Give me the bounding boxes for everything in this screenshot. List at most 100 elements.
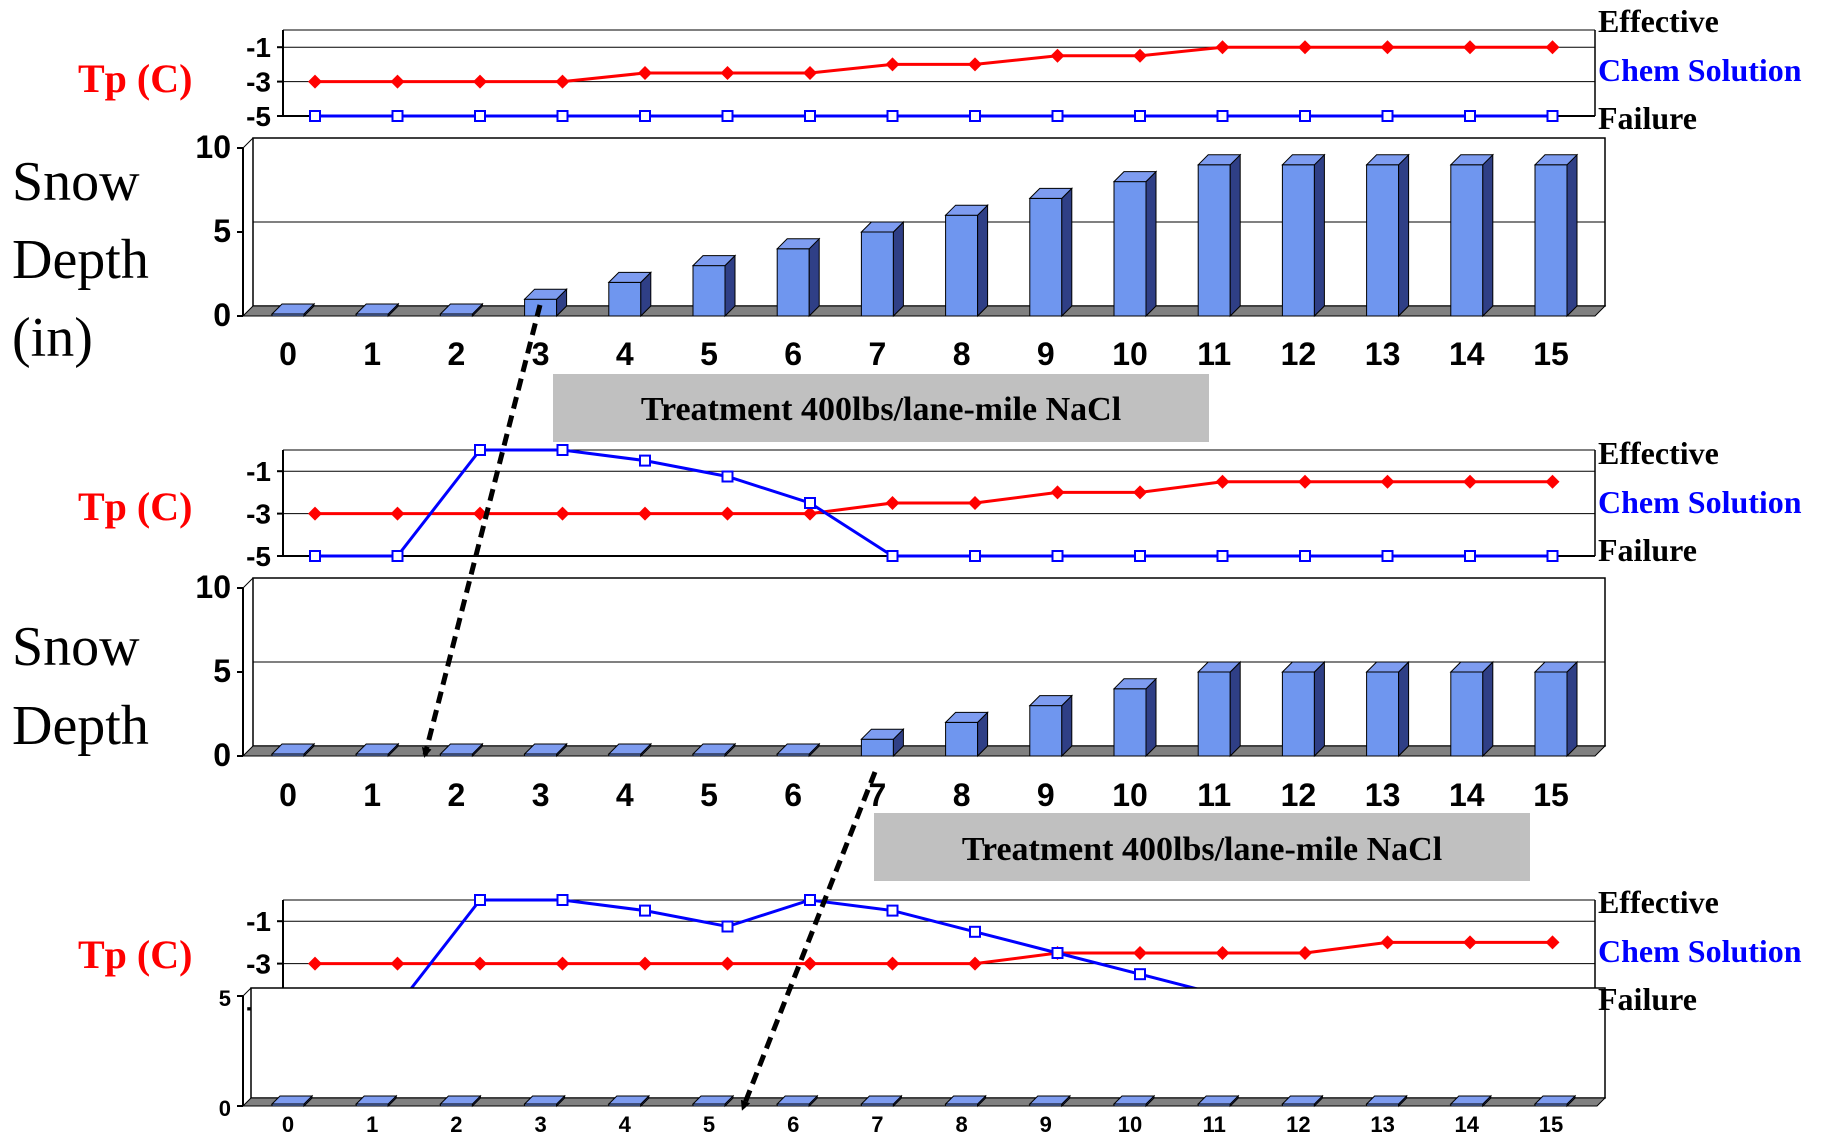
bar bbox=[1366, 671, 1400, 757]
temperature-point bbox=[1463, 935, 1477, 950]
temperature-point bbox=[803, 66, 817, 80]
bar-top bbox=[1112, 171, 1158, 183]
chem-solution-point bbox=[1546, 110, 1559, 122]
x-tick-label: 13 bbox=[1365, 777, 1401, 813]
bar bbox=[945, 721, 979, 757]
bar-top bbox=[1365, 154, 1410, 166]
bar bbox=[1366, 164, 1400, 317]
x-tick-label: 6 bbox=[787, 1112, 799, 1136]
x-tick-label: 8 bbox=[953, 336, 971, 372]
bar-side bbox=[1566, 660, 1578, 758]
delay-arrow-1 bbox=[421, 304, 543, 758]
y-tick-label: -3 bbox=[246, 67, 271, 98]
chem-solution-point bbox=[886, 550, 899, 562]
y-tick-label: 5 bbox=[219, 986, 231, 1011]
y-tick-label: 5 bbox=[213, 213, 231, 249]
y-tick-label: -5 bbox=[246, 541, 271, 572]
x-tick-label: 9 bbox=[1040, 1112, 1052, 1136]
tp-label-3: Tp (C) bbox=[78, 932, 192, 977]
bar-side bbox=[1145, 170, 1157, 318]
chem-solution-point bbox=[639, 110, 651, 122]
bar-top bbox=[607, 1095, 651, 1105]
bar bbox=[1281, 671, 1315, 757]
x-tick-label: 4 bbox=[616, 336, 634, 372]
temperature-point bbox=[885, 496, 900, 510]
bar-top bbox=[1533, 661, 1579, 673]
y-tick-label: 5 bbox=[213, 653, 231, 689]
x-tick-label: 3 bbox=[534, 1112, 546, 1136]
x-tick-label: 10 bbox=[1112, 777, 1148, 813]
chem-solution-point bbox=[1464, 550, 1476, 562]
chem-solution-point bbox=[804, 110, 816, 122]
bar-side bbox=[1482, 660, 1494, 758]
chem-solution-point bbox=[721, 110, 734, 122]
bar bbox=[1450, 671, 1484, 757]
tp-label-2: Tp (C) bbox=[78, 484, 192, 529]
chem-solution-point bbox=[1216, 110, 1229, 122]
bar-top bbox=[860, 728, 905, 740]
temperature-point bbox=[1215, 946, 1230, 960]
chem-solution-point bbox=[969, 925, 981, 938]
x-tick-label: 12 bbox=[1286, 1112, 1310, 1136]
temperature-point bbox=[1298, 474, 1312, 489]
bar-top bbox=[944, 204, 989, 216]
x-tick-label: 7 bbox=[871, 1112, 883, 1136]
bar-top bbox=[439, 1095, 482, 1105]
temperature-point bbox=[1133, 48, 1147, 63]
temperature-point bbox=[720, 956, 735, 971]
chem-solution-point bbox=[1051, 110, 1064, 122]
bar-side bbox=[808, 237, 820, 318]
x-tick-label: 2 bbox=[448, 777, 466, 813]
bar bbox=[608, 281, 642, 317]
side-label-depth-1: Depth bbox=[12, 229, 149, 291]
x-tick-label: 14 bbox=[1449, 336, 1485, 372]
bar-top bbox=[860, 1095, 903, 1105]
x-tick-label: 0 bbox=[279, 777, 297, 813]
bar-top bbox=[439, 303, 484, 315]
temperature-point bbox=[308, 74, 322, 89]
bar-top bbox=[1533, 1095, 1577, 1105]
chem-solution-point bbox=[804, 497, 816, 509]
bar-side bbox=[892, 220, 904, 318]
bar-side bbox=[1482, 153, 1494, 318]
x-tick-label: 15 bbox=[1539, 1112, 1563, 1136]
chem-solution-point bbox=[1381, 110, 1394, 122]
temperature-point bbox=[1298, 40, 1312, 55]
bar bbox=[692, 265, 726, 317]
bar-side bbox=[1566, 153, 1578, 318]
legend-effective-2: Effective bbox=[1598, 435, 1719, 471]
bar-top bbox=[1533, 154, 1579, 166]
temperature-point bbox=[473, 74, 487, 89]
treatment-label-2: Treatment 400lbs/lane-mile NaCl bbox=[962, 831, 1442, 868]
temperature-point bbox=[968, 496, 982, 510]
chem-solution-point bbox=[1051, 947, 1064, 959]
x-tick-label: 5 bbox=[700, 336, 718, 372]
temperature-point bbox=[638, 956, 652, 971]
x-tick-label: 4 bbox=[619, 1112, 632, 1136]
y-tick-label: -1 bbox=[246, 456, 271, 487]
chem-solution-point bbox=[556, 894, 569, 906]
chem-solution-point bbox=[1381, 550, 1394, 562]
bar bbox=[1534, 164, 1568, 317]
x-tick-label: 14 bbox=[1449, 777, 1485, 813]
bar-top bbox=[1028, 1095, 1072, 1105]
temperature-point bbox=[720, 66, 735, 80]
x-tick-label: 1 bbox=[366, 1112, 378, 1136]
x-tick-label: 14 bbox=[1455, 1112, 1480, 1136]
x-tick-label: 8 bbox=[953, 777, 971, 813]
y-tick-label: 0 bbox=[219, 1096, 231, 1121]
bar-top bbox=[354, 1095, 398, 1105]
bar-top bbox=[439, 743, 484, 755]
x-tick-label: 0 bbox=[279, 336, 297, 372]
chem-solution-line bbox=[315, 448, 1553, 558]
bar-top bbox=[1028, 187, 1074, 199]
bar-top bbox=[691, 1095, 735, 1105]
side-label-snow-1: Snow bbox=[12, 151, 140, 213]
bar-top bbox=[354, 303, 400, 315]
bar bbox=[1113, 181, 1147, 317]
chem-solution-point bbox=[309, 110, 321, 122]
bar-top bbox=[523, 743, 568, 755]
legend-effective-1: Effective bbox=[1598, 3, 1719, 39]
